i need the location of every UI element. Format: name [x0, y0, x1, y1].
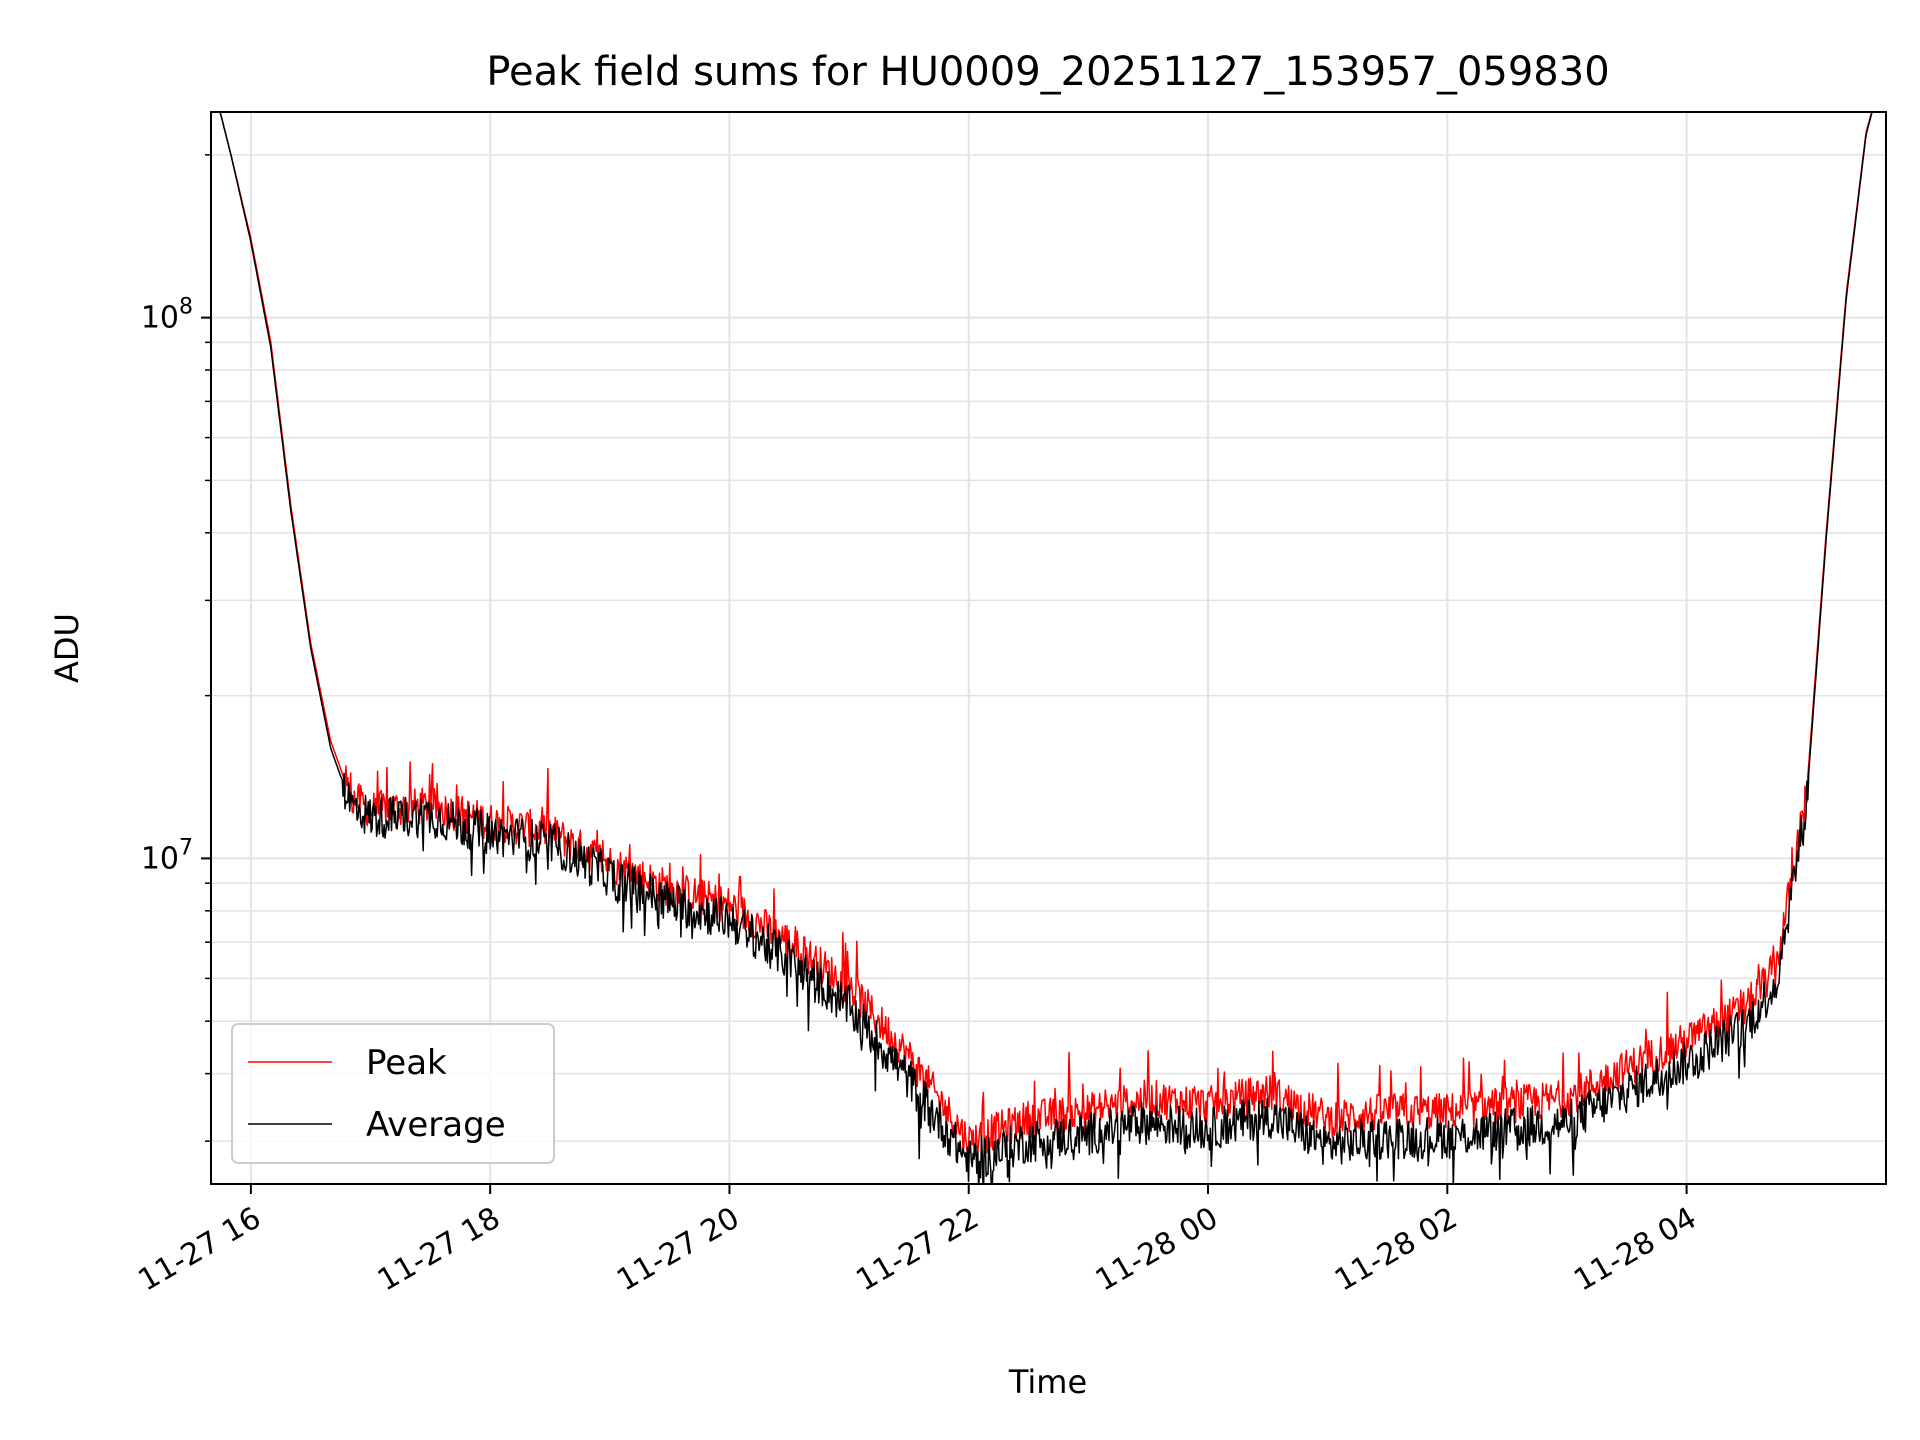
- chart-title: Peak field sums for HU0009_20251127_1539…: [486, 49, 1609, 95]
- series-line-average: [219, 112, 1873, 1184]
- legend-label-peak: Peak: [366, 1043, 447, 1083]
- legend-label-average: Average: [366, 1105, 506, 1145]
- plot-frame: [210, 111, 1887, 1185]
- legend: Peak Average: [231, 1023, 555, 1164]
- y-tick-exponent: 7: [179, 835, 193, 860]
- y-tick-base: 10: [141, 301, 179, 336]
- y-tick-base: 10: [141, 841, 179, 876]
- legend-box: [231, 1023, 555, 1164]
- y-tick-exponent: 8: [179, 295, 193, 320]
- x-axis-label: Time: [1008, 1363, 1087, 1401]
- grid-lines: [211, 112, 1886, 1184]
- series-lines: [219, 112, 1873, 1184]
- series-line-peak: [219, 112, 1873, 1160]
- y-tick-label: 108: [141, 295, 193, 336]
- y-axis-label: ADU: [48, 613, 86, 683]
- y-tick-label: 107: [141, 835, 193, 876]
